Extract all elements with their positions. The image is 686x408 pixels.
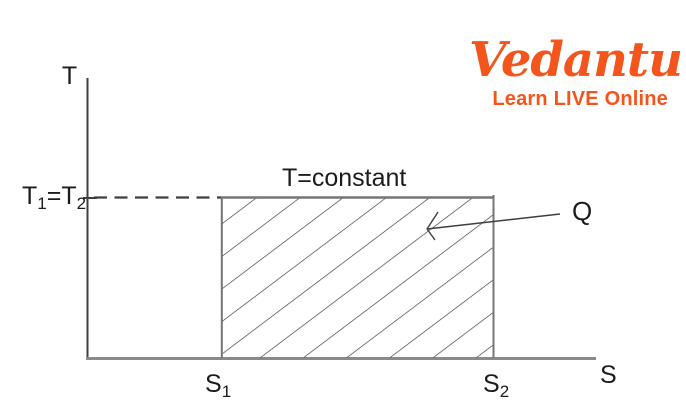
t1-subscript: 1: [37, 194, 46, 213]
q-arrow: [426, 211, 561, 241]
q-arrow-barb-top: [426, 211, 439, 230]
t1-equals-t2-label: T1=T2: [22, 182, 86, 213]
t1-base: T: [22, 182, 37, 210]
s1-base: S: [205, 370, 222, 398]
vedantu-tagline: Learn LIVE Online: [492, 88, 668, 110]
s1-subscript: 1: [222, 382, 231, 401]
isotherm-label: T=constant: [282, 164, 406, 192]
heat-q-label: Q: [572, 196, 592, 226]
x-axis-label: S: [600, 361, 617, 389]
t2-subscript: 2: [77, 194, 86, 213]
equals-sign: =: [47, 182, 62, 210]
s2-label: S2: [483, 370, 509, 401]
s2-base: S: [483, 370, 500, 398]
hatched-heat-area: [222, 198, 493, 358]
s1-label: S1: [205, 370, 231, 401]
s2-subscript: 2: [500, 382, 509, 401]
vedantu-wordmark: Vedantu: [469, 32, 682, 88]
y-axis-label: T: [62, 62, 77, 90]
vedantu-logo: Vedantu Learn LIVE Online: [469, 32, 683, 110]
q-arrow-barb-bottom: [426, 228, 436, 241]
q-arrow-shaft: [426, 213, 561, 230]
t2-base: T: [61, 182, 76, 210]
